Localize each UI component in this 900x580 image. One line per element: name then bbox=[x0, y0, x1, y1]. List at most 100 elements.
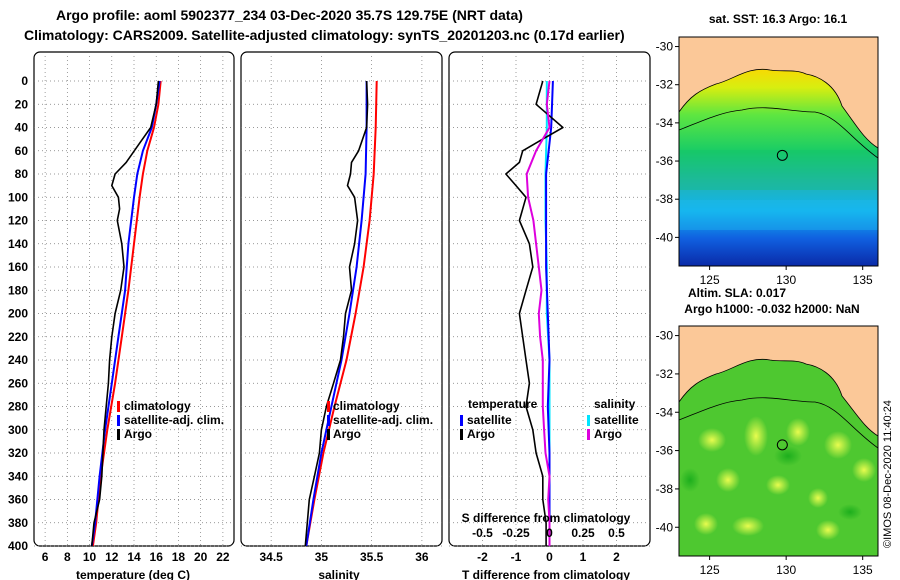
sst-map: sat. SST: 16.3 Argo: 16.1 -30 -32 -34 -36 -3… bbox=[656, 12, 879, 287]
salinity-panel: 34.5 35 35.5 36 salinity climatology satell… bbox=[240, 51, 443, 580]
legend-climatology-swatch bbox=[327, 401, 330, 412]
series-line-salinity-argo bbox=[525, 80, 551, 546]
sst-map-title: sat. SST: 16.3 Argo: 16.1 bbox=[709, 12, 848, 26]
series-line-satellite-adj-clim- bbox=[90, 80, 161, 546]
legend-argo-label: Argo bbox=[333, 427, 361, 441]
depth-tick-label: 160 bbox=[8, 260, 28, 274]
depth-tick-label: 100 bbox=[8, 190, 28, 204]
australia-coastline bbox=[679, 37, 878, 149]
legend-satellite-label: satellite-adj. clim. bbox=[333, 413, 433, 427]
depth-tick-label: 180 bbox=[8, 283, 28, 297]
s-tick-label: -0.5 bbox=[472, 526, 493, 540]
s-tick-label: 0 bbox=[546, 526, 553, 540]
temperature-panel: 0 20 40 60 80 100 120 140 160 180 200 220 240 260 280 3… bbox=[8, 51, 235, 580]
sst-field-band bbox=[679, 150, 878, 190]
sla-anomaly bbox=[716, 468, 740, 492]
depth-tick-label: 120 bbox=[8, 214, 28, 228]
lat-tick-label: -40 bbox=[656, 230, 674, 244]
depth-contour bbox=[679, 107, 878, 159]
lon-tick-label: 130 bbox=[776, 273, 796, 287]
depth-tick-label: 380 bbox=[8, 516, 28, 530]
salinity-plot-frame bbox=[240, 51, 443, 547]
sla-anomaly bbox=[744, 416, 768, 456]
depth-tick-label: 320 bbox=[8, 446, 28, 460]
legend-s-satellite-label: satellite bbox=[594, 413, 639, 427]
lon-tick-label: 135 bbox=[853, 563, 873, 577]
series-line-argo bbox=[304, 80, 369, 546]
salinity-xlabel: salinity bbox=[318, 568, 360, 580]
depth-tick-label: 40 bbox=[15, 121, 29, 135]
x-tick-label: 6 bbox=[42, 550, 49, 564]
temperature-legend: climatology satellite-adj. clim. Argo bbox=[117, 399, 224, 441]
sla-anomaly bbox=[838, 504, 862, 520]
argo-location-marker bbox=[776, 149, 788, 161]
legend-t-satellite-label: satellite bbox=[467, 413, 512, 427]
x-tick-label: 14 bbox=[127, 550, 141, 564]
series-line-climatology bbox=[305, 80, 378, 546]
lat-tick-label: -34 bbox=[656, 405, 674, 419]
x-tick-label: 34.5 bbox=[259, 550, 283, 564]
lat-tick-label: -38 bbox=[656, 192, 674, 206]
lat-tick-label: -32 bbox=[656, 78, 674, 92]
sla-anomaly bbox=[816, 520, 840, 540]
legend-s-satellite-swatch bbox=[587, 415, 590, 426]
legend-argo-label: Argo bbox=[124, 427, 152, 441]
imos-credit: ©IMOS 08-Dec-2020 11:40:24 bbox=[882, 400, 894, 548]
x-tick-label: 0 bbox=[546, 550, 553, 564]
legend-s-argo-label: Argo bbox=[594, 427, 622, 441]
temperature-xlabel: temperature (deg C) bbox=[76, 568, 190, 580]
depth-tick-label: 200 bbox=[8, 307, 28, 321]
depth-contour bbox=[679, 397, 878, 449]
lat-tick-label: -36 bbox=[656, 154, 674, 168]
x-tick-label: 20 bbox=[194, 550, 208, 564]
difference-panel: -2 -1 0 1 2 -0.5 -0.25 0 0.25 0.5 S difference f… bbox=[448, 51, 651, 580]
sla-anomaly bbox=[808, 488, 828, 508]
legend-argo-swatch bbox=[117, 429, 120, 440]
x-tick-label: 22 bbox=[216, 550, 230, 564]
legend-satellite-label: satellite-adj. clim. bbox=[124, 413, 224, 427]
x-tick-label: -2 bbox=[477, 550, 488, 564]
x-tick-label: 16 bbox=[150, 550, 164, 564]
s-tick-label: 0.25 bbox=[571, 526, 595, 540]
legend-climatology-swatch bbox=[117, 401, 120, 412]
legend-temperature-title: temperature bbox=[468, 397, 538, 411]
argo-location-marker bbox=[776, 439, 788, 451]
s-tick-label: 0.5 bbox=[608, 526, 625, 540]
difference-legend: temperature salinity satellite Argo sate… bbox=[460, 397, 639, 441]
depth-tick-label: 0 bbox=[21, 74, 28, 88]
legend-t-argo-label: Argo bbox=[467, 427, 495, 441]
altimetry-map-frame bbox=[678, 325, 879, 557]
sla-anomaly bbox=[786, 418, 810, 446]
x-tick-label: 35.5 bbox=[360, 550, 384, 564]
sla-anomaly bbox=[694, 513, 718, 535]
depth-tick-label: 80 bbox=[15, 167, 29, 181]
legend-t-argo-swatch bbox=[460, 429, 463, 440]
depth-tick-label: 280 bbox=[8, 400, 28, 414]
lat-tick-label: -38 bbox=[656, 482, 674, 496]
x-tick-label: 1 bbox=[580, 550, 587, 564]
lat-tick-label: -34 bbox=[656, 116, 674, 130]
lon-tick-label: 125 bbox=[700, 273, 720, 287]
depth-tick-label: 340 bbox=[8, 469, 28, 483]
legend-t-satellite-swatch bbox=[460, 415, 463, 426]
lon-tick-label: 135 bbox=[853, 273, 873, 287]
lat-tick-label: -36 bbox=[656, 444, 674, 458]
x-tick-label: 10 bbox=[83, 550, 97, 564]
lon-tick-label: 130 bbox=[776, 563, 796, 577]
x-tick-label: 8 bbox=[64, 550, 71, 564]
temperature-plot-frame bbox=[33, 51, 235, 547]
altimetry-map-title: Altim. SLA: 0.017 bbox=[688, 286, 786, 300]
series-line-argo bbox=[91, 80, 160, 546]
legend-climatology-label: climatology bbox=[124, 399, 191, 413]
salinity-legend: climatology satellite-adj. clim. Argo bbox=[327, 399, 433, 441]
legend-s-argo-swatch bbox=[587, 429, 590, 440]
lat-tick-label: -30 bbox=[656, 40, 674, 54]
depth-tick-label: 220 bbox=[8, 330, 28, 344]
legend-climatology-label: climatology bbox=[333, 399, 400, 413]
legend-salinity-title: salinity bbox=[594, 397, 636, 411]
altimetry-map-subtitle: Argo h1000: -0.032 h2000: NaN bbox=[684, 302, 859, 316]
altimetry-map: Altim. SLA: 0.017 Argo h1000: -0.032 h20… bbox=[656, 286, 879, 577]
lat-tick-label: -40 bbox=[656, 520, 674, 534]
x-tick-label: 18 bbox=[172, 550, 186, 564]
